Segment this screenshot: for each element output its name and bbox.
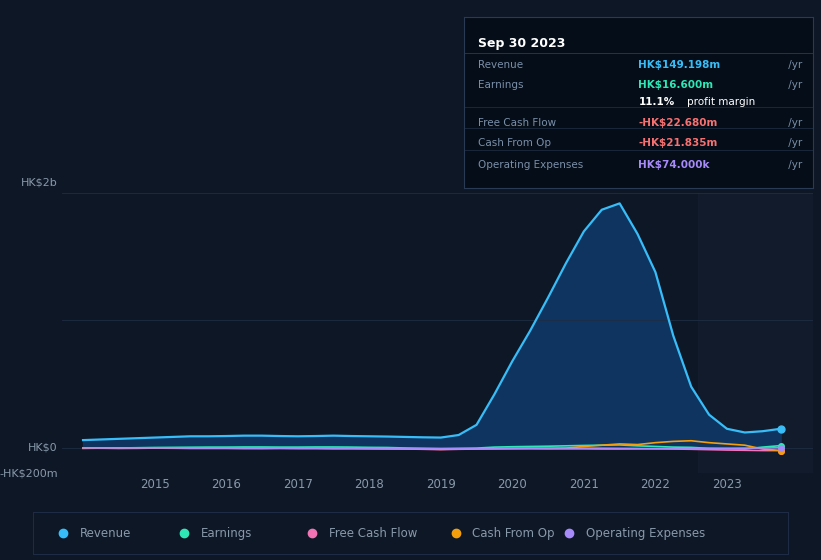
Text: 11.1%: 11.1% [639,97,675,107]
Text: Cash From Op: Cash From Op [472,527,555,540]
Text: Cash From Op: Cash From Op [478,138,551,148]
Text: Free Cash Flow: Free Cash Flow [478,118,556,128]
Text: HK$16.600m: HK$16.600m [639,80,713,90]
Text: /yr: /yr [785,118,802,128]
Text: Operating Expenses: Operating Expenses [478,160,583,170]
Text: Operating Expenses: Operating Expenses [585,527,705,540]
Text: /yr: /yr [785,160,802,170]
Text: -HK$21.835m: -HK$21.835m [639,138,718,148]
Text: HK$2b: HK$2b [21,178,57,188]
Text: /yr: /yr [785,59,802,69]
Text: HK$74.000k: HK$74.000k [639,160,710,170]
Text: Earnings: Earnings [478,80,523,90]
Text: Free Cash Flow: Free Cash Flow [329,527,417,540]
Text: Earnings: Earnings [200,527,252,540]
Text: /yr: /yr [785,138,802,148]
Text: /yr: /yr [785,80,802,90]
Text: profit margin: profit margin [687,97,755,107]
Text: Revenue: Revenue [80,527,131,540]
Text: Revenue: Revenue [478,59,523,69]
Text: -HK$200m: -HK$200m [0,468,57,478]
Text: Sep 30 2023: Sep 30 2023 [478,38,565,50]
Text: HK$149.198m: HK$149.198m [639,59,721,69]
Bar [699,193,813,473]
Text: -HK$22.680m: -HK$22.680m [639,118,718,128]
Text: HK$0: HK$0 [28,443,57,452]
